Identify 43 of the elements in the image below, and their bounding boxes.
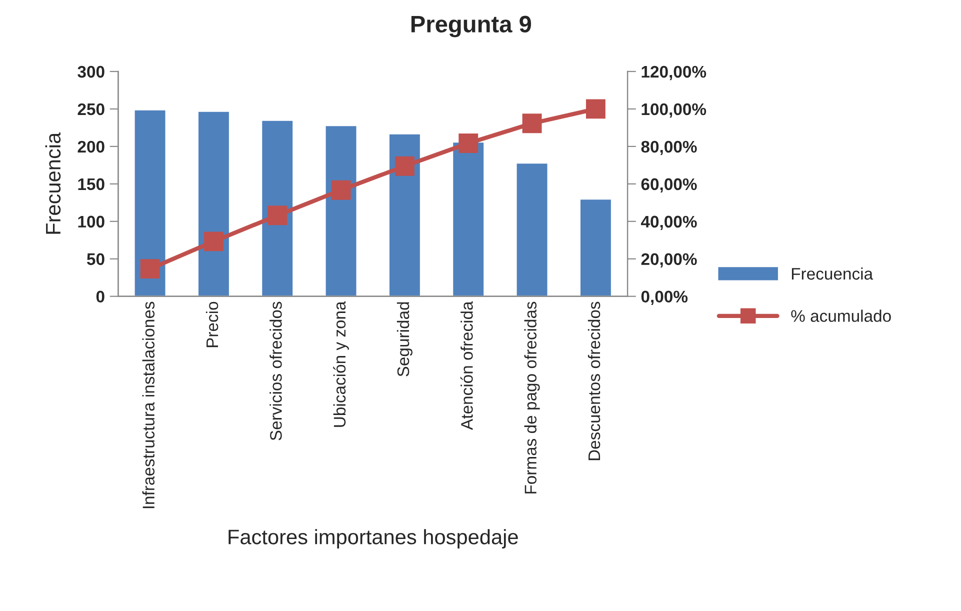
y-tick-label: 300 xyxy=(78,66,104,78)
x-tick-label: Seguridad xyxy=(396,302,412,376)
point xyxy=(458,134,478,153)
y-tick-label: 0 xyxy=(96,290,104,303)
y2-tick-label: 80,00% xyxy=(641,140,697,156)
x-axis-title: Factores importanes hospedaje xyxy=(228,529,518,548)
bar xyxy=(452,141,485,296)
x-tick-label: Ubicación y zona xyxy=(333,301,349,427)
y-tick-label: 250 xyxy=(78,103,104,116)
x-tick-label: Atención ofrecida xyxy=(460,301,473,430)
point xyxy=(586,99,606,119)
y2-tick-label: 20,00% xyxy=(641,253,697,268)
bar xyxy=(515,162,549,296)
y-tick-label: 200 xyxy=(78,140,104,153)
x-tick-label: Descuentos ofrecidos xyxy=(588,302,600,460)
y2-tick-label: 120,00% xyxy=(642,66,706,80)
x-tick-label: Precio xyxy=(206,302,218,348)
legend-label: Frecuencia xyxy=(792,267,874,280)
y-axis-title: Frecuencia xyxy=(45,132,61,234)
bar xyxy=(388,133,422,296)
legend-label: % acumulado xyxy=(791,310,891,322)
y2-tick-label: 0,00% xyxy=(641,290,688,305)
x-tick-label: Servicios ofrecidos xyxy=(270,302,282,440)
x-tick-label: Infraestructura instalaciones xyxy=(142,302,155,508)
bar xyxy=(197,110,230,296)
y2-tick-label: 40,00% xyxy=(640,216,697,230)
bar xyxy=(133,109,167,296)
bar xyxy=(579,198,612,296)
y-tick-label: 150 xyxy=(78,178,104,190)
y2-tick-label: 60,00% xyxy=(641,178,697,193)
y-tick-label: 100 xyxy=(78,216,104,228)
point xyxy=(204,232,224,252)
point xyxy=(522,114,542,134)
bar xyxy=(324,124,358,296)
chart-title: Pregunta 9 xyxy=(411,16,532,38)
y-tick-label: 50 xyxy=(86,253,104,266)
point xyxy=(140,259,160,279)
point xyxy=(331,180,351,200)
point xyxy=(268,206,288,226)
point xyxy=(394,156,414,176)
y2-tick-label: 100,00% xyxy=(642,103,706,118)
x-tick-label: Formas de pago ofrecidas xyxy=(524,302,540,494)
bar xyxy=(260,120,294,296)
